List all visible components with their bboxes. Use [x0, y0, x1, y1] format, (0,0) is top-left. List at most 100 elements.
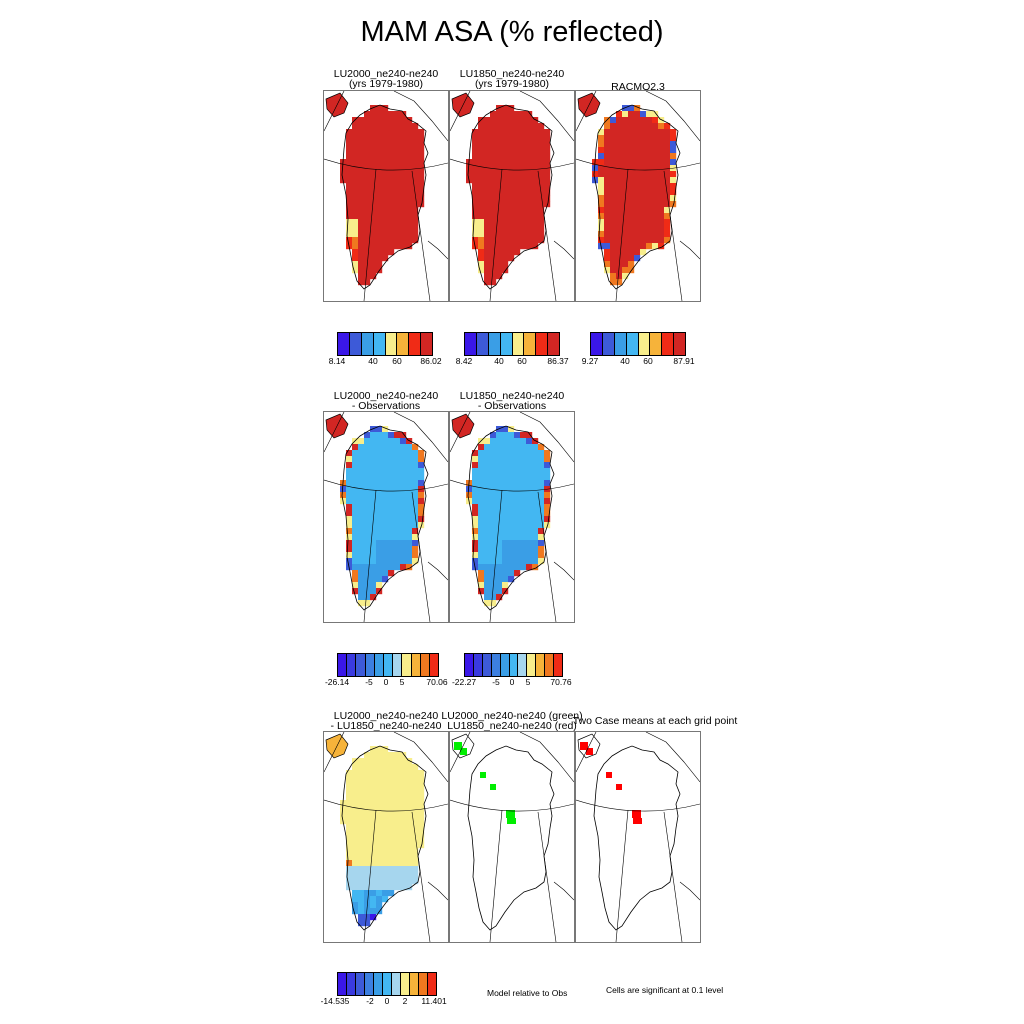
map-cell [646, 159, 653, 166]
colorbar-cell [491, 654, 501, 676]
map-cell [406, 848, 413, 855]
map-svg [324, 412, 448, 622]
map-cell [514, 123, 521, 130]
map-cell [514, 462, 521, 469]
map-cell [616, 201, 623, 208]
map-cell [358, 794, 365, 801]
map-cell [352, 129, 359, 136]
map-cell [358, 830, 365, 837]
map-cell [634, 219, 641, 226]
map-cell [490, 438, 497, 445]
map-cell [502, 522, 509, 529]
map-cell [352, 171, 359, 178]
map-cell [514, 213, 521, 220]
map-cell [370, 231, 377, 238]
map-cell [658, 165, 665, 172]
map-cell [508, 492, 515, 499]
map-cell [388, 111, 395, 118]
map-cell [538, 225, 545, 232]
map-cell [484, 243, 491, 250]
map-cell [634, 147, 641, 154]
map-cell [496, 261, 503, 268]
map-cell [358, 770, 365, 777]
map-cell [376, 516, 383, 523]
map-cell [616, 141, 623, 148]
map-cell [640, 183, 647, 190]
map-cell [376, 261, 383, 268]
map-cell [514, 237, 521, 244]
map-cell [502, 183, 509, 190]
map-cell [352, 818, 359, 825]
map-cell [358, 201, 365, 208]
map-cell [514, 534, 521, 541]
map-cell [472, 474, 479, 481]
map-cell [364, 135, 371, 142]
map-cell [376, 225, 383, 232]
map-cell [370, 438, 377, 445]
map-cell [382, 141, 389, 148]
map-cell [358, 273, 365, 280]
map-cell [466, 486, 473, 493]
map-cell [406, 231, 413, 238]
map-cell [394, 231, 401, 238]
map-cell [544, 201, 551, 208]
map-cell [496, 582, 503, 589]
map-cell [508, 117, 515, 124]
map-cell [640, 249, 647, 256]
map-cell [376, 558, 383, 565]
map-cell [484, 516, 491, 523]
panel-title-line1: LU1850_ne240-ne240 [459, 68, 565, 80]
map-cell [484, 261, 491, 268]
map-cell [406, 480, 413, 487]
map-cell [382, 456, 389, 463]
ellesmere-coastline [451, 733, 475, 759]
map-cell [358, 588, 365, 595]
map-cell [496, 588, 503, 595]
map-cell [352, 225, 359, 232]
map-cell [406, 842, 413, 849]
map-cell [532, 225, 539, 232]
map-cell [412, 468, 419, 475]
map-cell [658, 153, 665, 160]
map-cell [502, 255, 509, 262]
map-cell [532, 540, 539, 547]
map-cell [616, 165, 623, 172]
map-cell [658, 147, 665, 154]
map-cell [478, 225, 485, 232]
map-cell [364, 231, 371, 238]
map-cell [496, 576, 503, 583]
map-cell [358, 123, 365, 130]
map-cell [508, 444, 515, 451]
map-cell [346, 462, 353, 469]
map-cell [346, 510, 353, 517]
map-cell [490, 534, 497, 541]
map-cell [364, 207, 371, 214]
map-cells [326, 93, 425, 286]
map-cell [526, 111, 533, 118]
map-cell [358, 806, 365, 813]
map-cell [526, 195, 533, 202]
map-cell [358, 492, 365, 499]
map-cell [604, 249, 611, 256]
map-cell [394, 153, 401, 160]
map-cell [370, 794, 377, 801]
map-cell [514, 450, 521, 457]
map-cell [508, 135, 515, 142]
map-cell [538, 165, 545, 172]
map-cell [352, 219, 359, 226]
map-cell [478, 588, 485, 595]
map-cell [376, 243, 383, 250]
map-cell [388, 782, 395, 789]
map-cell [532, 516, 539, 523]
map-cell [406, 462, 413, 469]
map-cell [376, 177, 383, 184]
map-cell [610, 153, 617, 160]
map-cell [622, 213, 629, 220]
map-cell [496, 594, 503, 601]
map-cell [496, 141, 503, 148]
map-cell [646, 189, 653, 196]
map-cell [658, 225, 665, 232]
map-cell [358, 189, 365, 196]
map-cell [532, 129, 539, 136]
map-cell [484, 117, 491, 124]
